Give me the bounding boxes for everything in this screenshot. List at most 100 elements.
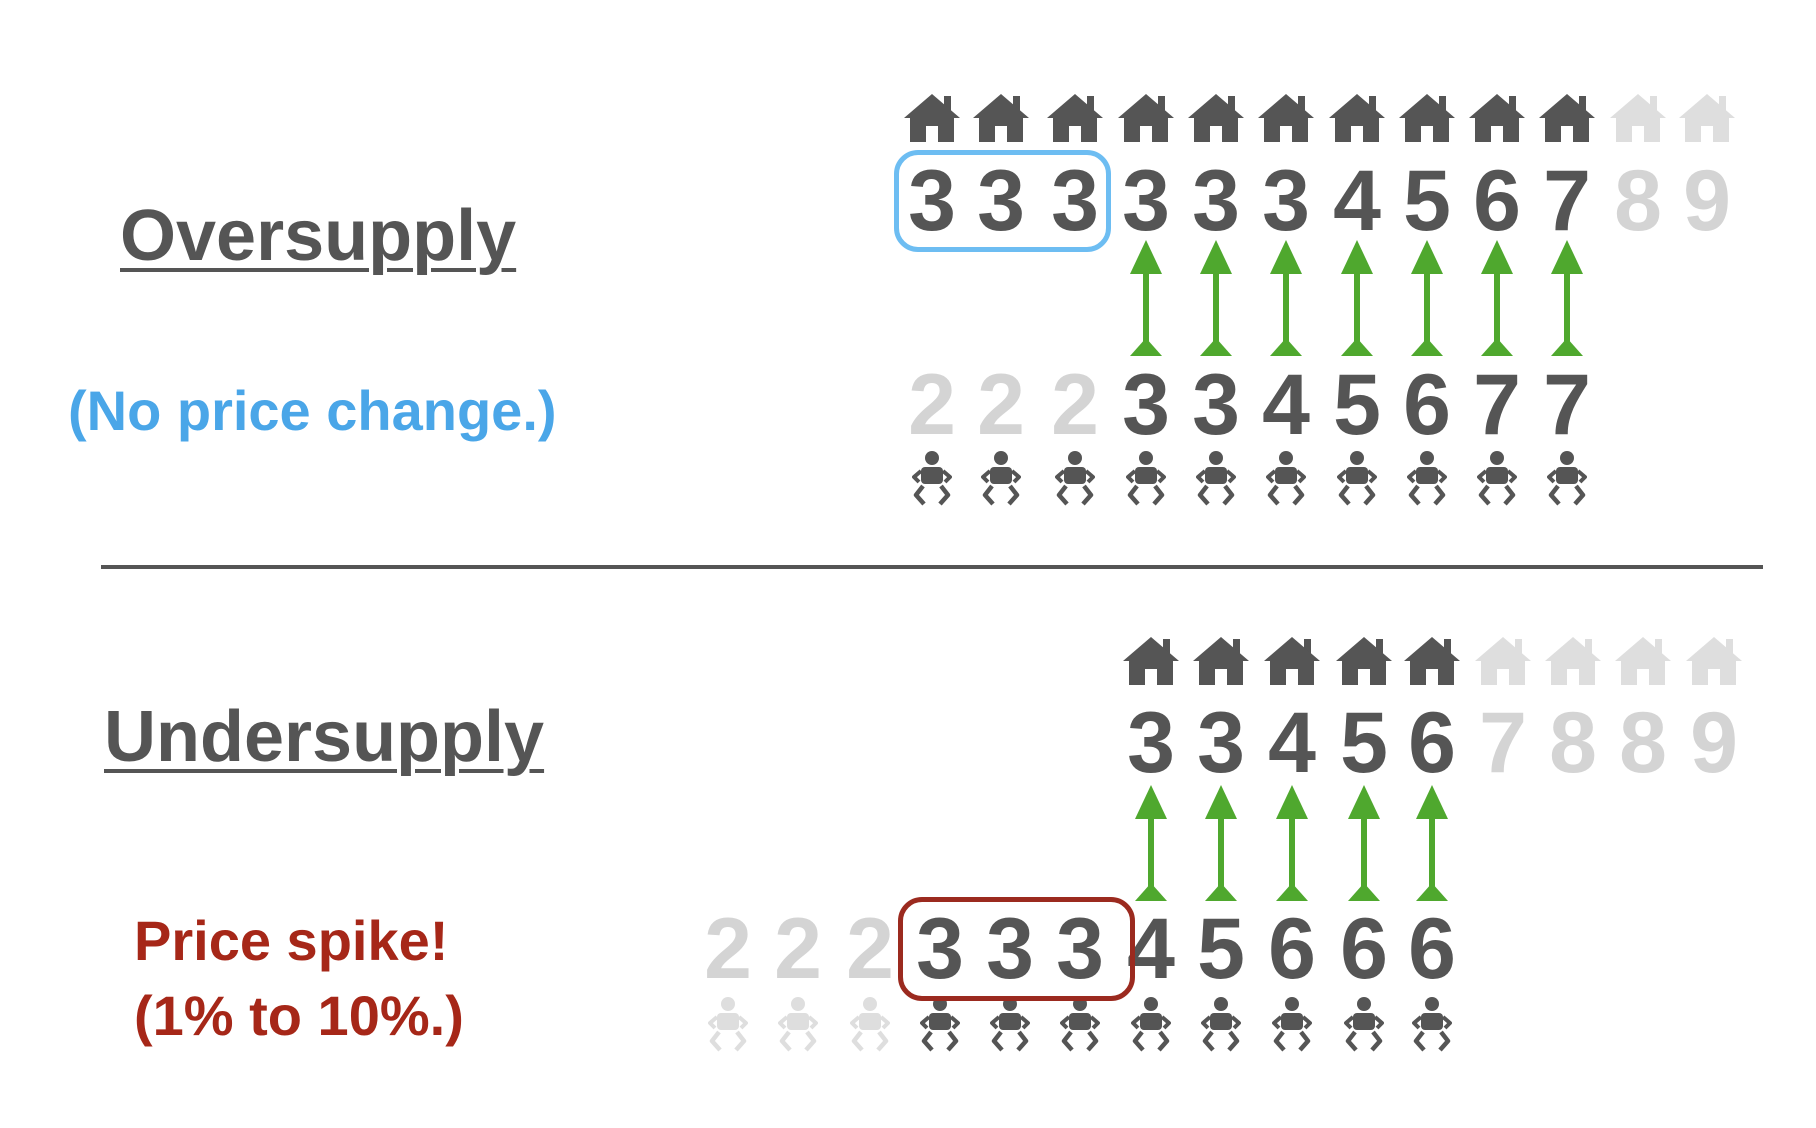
buyer-budget-number: 2 xyxy=(846,901,894,997)
house-price-number: 3 xyxy=(1197,695,1245,791)
baby-icon xyxy=(1272,996,1312,1057)
buyer-budget-number: 4 xyxy=(1127,901,1175,997)
buyer-budget-number: 2 xyxy=(1051,357,1099,453)
house-price-number: 8 xyxy=(1614,153,1662,249)
arrow-up-icon xyxy=(1196,240,1236,363)
arrow-up-icon xyxy=(1201,785,1241,908)
house-icon xyxy=(1335,635,1393,692)
house-icon xyxy=(1122,635,1180,692)
section-divider xyxy=(101,565,1763,569)
arrow-up-icon xyxy=(1272,785,1312,908)
baby-icon xyxy=(990,996,1030,1057)
baby-icon xyxy=(1412,996,1452,1057)
house-price-number: 3 xyxy=(1262,153,1310,249)
house-icon xyxy=(903,92,961,149)
arrow-up-icon xyxy=(1407,240,1447,363)
house-icon xyxy=(1538,92,1596,149)
house-price-number: 5 xyxy=(1340,695,1388,791)
house-price-number: 7 xyxy=(1543,153,1591,249)
baby-icon xyxy=(850,996,890,1057)
baby-icon xyxy=(920,996,960,1057)
baby-icon xyxy=(1344,996,1384,1057)
oversupply-highlight-box xyxy=(894,150,1111,252)
buyer-budget-number: 6 xyxy=(1408,901,1456,997)
house-icon xyxy=(1403,635,1461,692)
buyer-budget-number: 5 xyxy=(1197,901,1245,997)
house-icon xyxy=(1328,92,1386,149)
baby-icon xyxy=(1196,450,1236,511)
arrow-up-icon xyxy=(1547,240,1587,363)
buyer-budget-number: 3 xyxy=(986,901,1034,997)
buyer-budget-number: 6 xyxy=(1340,901,1388,997)
baby-icon xyxy=(1266,450,1306,511)
arrow-up-icon xyxy=(1266,240,1306,363)
house-icon xyxy=(1609,92,1667,149)
buyer-budget-number: 4 xyxy=(1262,357,1310,453)
house-price-number: 9 xyxy=(1683,153,1731,249)
house-icon xyxy=(1117,92,1175,149)
house-price-number: 4 xyxy=(1268,695,1316,791)
house-price-number: 9 xyxy=(1690,695,1738,791)
undersupply-note-line2: (1% to 10%.) xyxy=(134,984,464,1047)
baby-icon xyxy=(912,450,952,511)
house-icon xyxy=(1614,635,1672,692)
undersupply-highlight-box xyxy=(898,897,1135,1001)
baby-icon xyxy=(1337,450,1377,511)
baby-icon xyxy=(1131,996,1171,1057)
house-price-number: 7 xyxy=(1479,695,1527,791)
arrow-up-icon xyxy=(1337,240,1377,363)
house-price-number: 8 xyxy=(1549,695,1597,791)
house-icon xyxy=(1257,92,1315,149)
baby-icon xyxy=(1201,996,1241,1057)
house-icon xyxy=(1474,635,1532,692)
house-price-number: 6 xyxy=(1473,153,1521,249)
arrow-up-icon xyxy=(1477,240,1517,363)
house-price-number: 3 xyxy=(977,153,1025,249)
house-icon xyxy=(972,92,1030,149)
buyer-budget-number: 3 xyxy=(1056,901,1104,997)
buyer-budget-number: 2 xyxy=(704,901,752,997)
arrow-up-icon xyxy=(1344,785,1384,908)
house-price-number: 3 xyxy=(1122,153,1170,249)
house-price-number: 5 xyxy=(1403,153,1451,249)
baby-icon xyxy=(1126,450,1166,511)
baby-icon xyxy=(1060,996,1100,1057)
baby-icon xyxy=(1407,450,1447,511)
buyer-budget-number: 2 xyxy=(774,901,822,997)
buyer-budget-number: 7 xyxy=(1543,357,1591,453)
oversupply-title: Oversupply xyxy=(120,196,517,276)
house-icon xyxy=(1192,635,1250,692)
house-price-number: 3 xyxy=(1127,695,1175,791)
house-icon xyxy=(1678,92,1736,149)
buyer-budget-number: 5 xyxy=(1333,357,1381,453)
house-price-number: 4 xyxy=(1333,153,1381,249)
buyer-budget-number: 2 xyxy=(908,357,956,453)
house-price-number: 6 xyxy=(1408,695,1456,791)
arrow-up-icon xyxy=(1126,240,1166,363)
baby-icon xyxy=(1547,450,1587,511)
baby-icon xyxy=(778,996,818,1057)
baby-icon xyxy=(981,450,1021,511)
baby-icon xyxy=(1477,450,1517,511)
house-icon xyxy=(1263,635,1321,692)
arrow-up-icon xyxy=(1131,785,1171,908)
buyer-budget-number: 3 xyxy=(1192,357,1240,453)
house-icon xyxy=(1685,635,1743,692)
buyer-budget-number: 7 xyxy=(1473,357,1521,453)
house-icon xyxy=(1468,92,1526,149)
house-icon xyxy=(1187,92,1245,149)
house-icon xyxy=(1046,92,1104,149)
buyer-budget-number: 6 xyxy=(1403,357,1451,453)
baby-icon xyxy=(708,996,748,1057)
arrow-up-icon xyxy=(1412,785,1452,908)
baby-icon xyxy=(1055,450,1095,511)
buyer-budget-number: 3 xyxy=(916,901,964,997)
undersupply-title: Undersupply xyxy=(104,697,545,777)
house-price-number: 8 xyxy=(1619,695,1667,791)
buyer-budget-number: 3 xyxy=(1122,357,1170,453)
house-icon xyxy=(1398,92,1456,149)
oversupply-note: (No price change.) xyxy=(68,379,557,442)
undersupply-note-line1: Price spike! xyxy=(134,909,449,972)
buyer-budget-number: 2 xyxy=(977,357,1025,453)
